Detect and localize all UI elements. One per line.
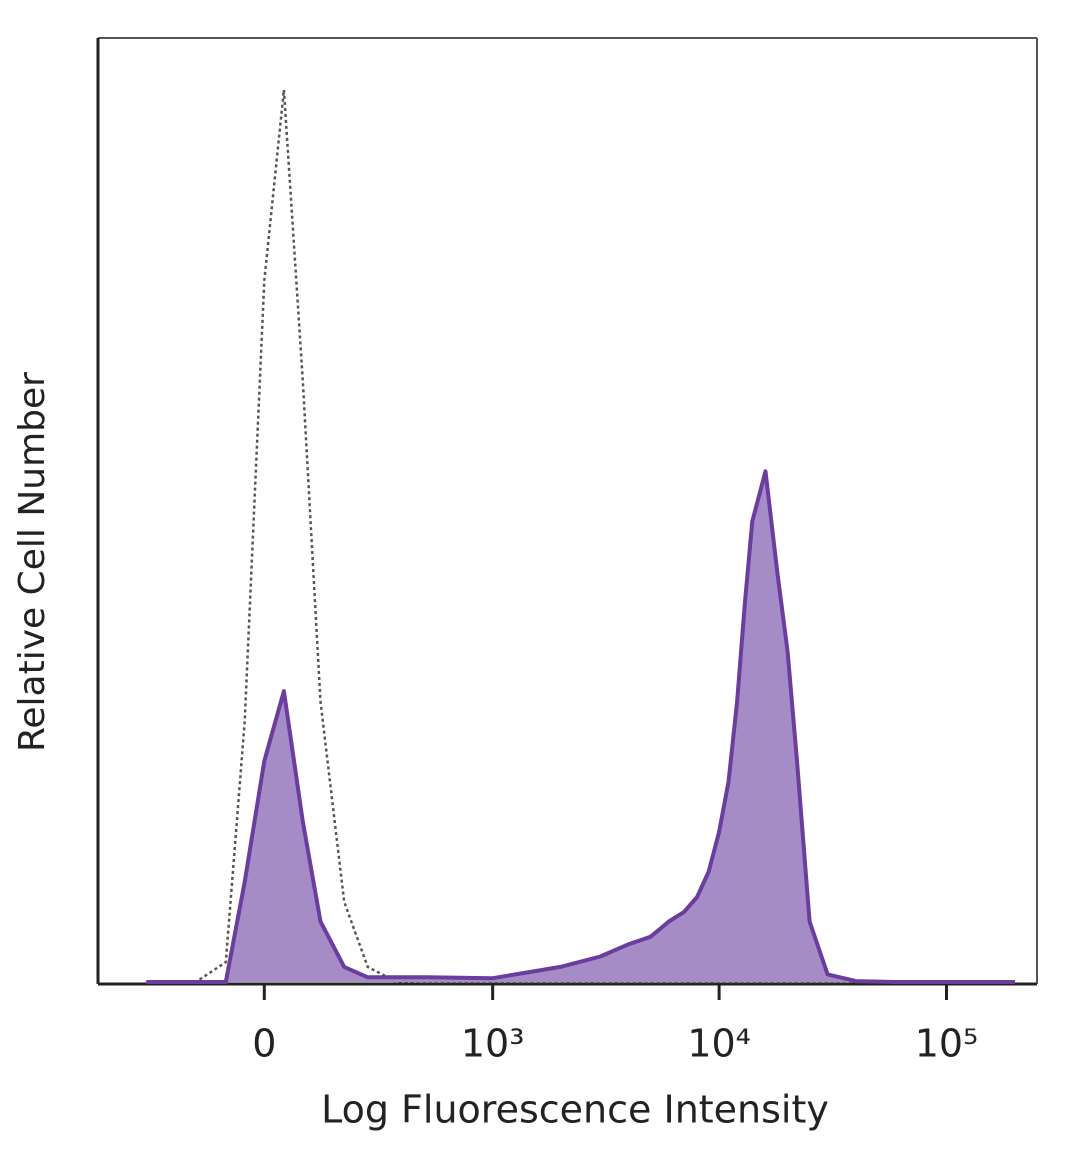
x-tick-label: 0 [252, 1022, 276, 1066]
x-tick-label: 10³ [461, 1022, 525, 1066]
histogram-area [146, 471, 1016, 982]
histogram-outline [146, 469, 1015, 984]
y-axis-label: Relative Cell Number [12, 372, 53, 752]
x-axis-label: Log Fluorescence Intensity [321, 1088, 829, 1132]
x-tick-label: 10⁴ [687, 1022, 751, 1066]
x-tick-label: 10⁵ [915, 1022, 979, 1066]
